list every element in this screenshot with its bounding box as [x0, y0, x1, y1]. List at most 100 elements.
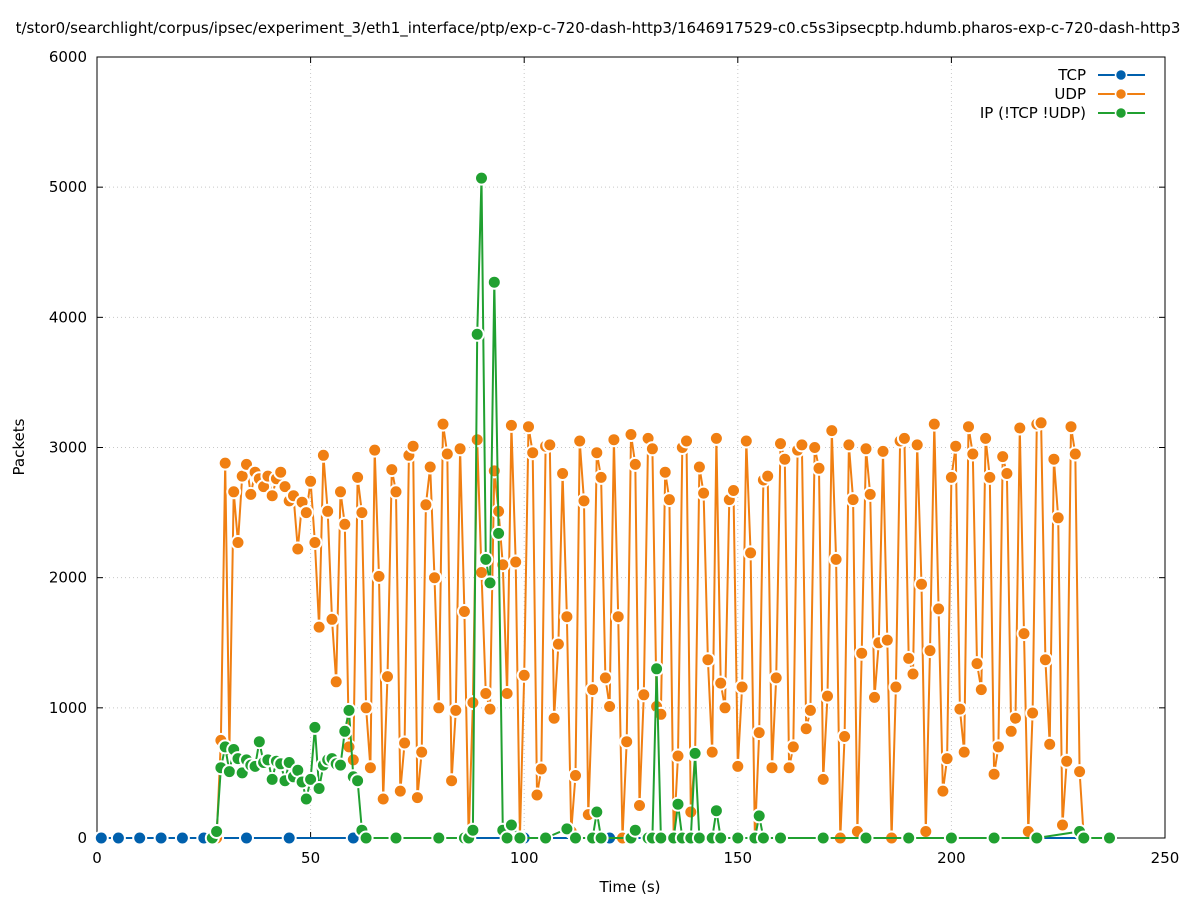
y-tick-label: 1000	[49, 699, 87, 717]
data-point	[439, 446, 455, 462]
data-point	[939, 751, 955, 767]
data-point	[499, 686, 515, 701]
data-point	[337, 516, 353, 532]
data-point	[1046, 451, 1062, 467]
axis-layer: 0 1000 2000 3000 4000 5000 6000 0 50 100 150 200 250	[49, 48, 1180, 867]
data-point	[427, 570, 442, 586]
data-point	[751, 725, 767, 741]
data-point	[687, 745, 703, 761]
data-point	[482, 575, 498, 591]
data-point	[397, 735, 413, 751]
data-point	[290, 541, 306, 557]
data-point	[226, 484, 242, 500]
data-point	[867, 689, 882, 705]
data-point	[486, 274, 502, 290]
data-point	[478, 686, 494, 701]
data-point	[1059, 753, 1075, 769]
data-point	[1102, 830, 1117, 846]
data-point	[785, 739, 801, 755]
data-point	[781, 760, 797, 776]
data-point	[456, 604, 472, 619]
data-point	[734, 679, 750, 695]
data-point	[307, 719, 323, 735]
data-point	[499, 830, 515, 846]
data-point	[632, 798, 647, 813]
data-point	[444, 773, 460, 789]
series-1	[209, 415, 1117, 846]
x-tick-label: 150	[723, 849, 752, 867]
data-point	[606, 432, 622, 448]
data-point	[375, 791, 391, 807]
data-point	[311, 781, 327, 796]
data-point	[217, 455, 233, 471]
data-point	[1072, 764, 1088, 780]
data-point	[918, 824, 934, 839]
data-point	[854, 645, 870, 661]
data-point	[820, 688, 835, 704]
data-point	[392, 783, 408, 799]
data-point	[708, 430, 724, 446]
data-point	[132, 830, 148, 846]
data-point	[815, 771, 831, 787]
data-point	[315, 447, 331, 463]
legend-marker	[1114, 87, 1128, 101]
data-point	[794, 437, 810, 453]
data-point	[644, 441, 660, 457]
data-point	[858, 830, 874, 846]
data-point	[307, 535, 323, 550]
x-tick-label: 0	[92, 849, 102, 867]
data-point	[837, 729, 853, 744]
data-point	[696, 485, 712, 501]
data-point	[888, 679, 904, 695]
data-point	[802, 702, 818, 718]
data-point	[209, 824, 225, 839]
data-point	[597, 670, 613, 686]
data-point	[422, 459, 438, 475]
data-point	[572, 433, 588, 449]
data-point	[1029, 830, 1045, 846]
data-point	[478, 551, 494, 567]
data-point	[559, 609, 575, 625]
data-point	[713, 830, 729, 846]
data-point	[576, 493, 592, 509]
x-axis-title: Time (s)	[599, 878, 661, 896]
data-point	[1033, 415, 1049, 431]
data-point	[905, 666, 921, 682]
data-point	[431, 830, 447, 846]
data-point	[1003, 723, 1019, 739]
data-point	[948, 438, 964, 454]
data-point	[589, 445, 605, 461]
data-point	[251, 734, 267, 750]
data-point	[773, 830, 788, 846]
data-point	[777, 451, 793, 467]
data-point	[717, 700, 733, 716]
data-point	[435, 416, 451, 432]
data-point	[986, 766, 1002, 782]
data-point	[679, 433, 694, 449]
data-point	[320, 503, 336, 519]
data-point	[713, 675, 729, 691]
data-point	[755, 830, 771, 846]
data-point	[508, 554, 524, 570]
data-point	[298, 791, 314, 807]
legend-label: TCP	[1057, 66, 1086, 84]
data-point	[474, 170, 489, 186]
data-point	[990, 739, 1006, 755]
data-point	[922, 643, 938, 659]
data-point	[901, 830, 917, 846]
data-point	[610, 609, 626, 625]
data-point	[380, 669, 395, 685]
series-line	[211, 177, 1110, 839]
data-point	[956, 744, 972, 760]
chart-title: t/stor0/searchlight/corpus/ipsec/experim…	[16, 19, 1181, 38]
data-point	[358, 700, 374, 716]
data-point	[935, 783, 951, 799]
data-point	[943, 469, 959, 485]
data-point	[768, 670, 784, 686]
data-point	[298, 505, 314, 521]
data-point	[995, 449, 1011, 465]
data-point	[311, 619, 327, 635]
data-point	[333, 757, 348, 773]
data-point	[1067, 446, 1083, 462]
